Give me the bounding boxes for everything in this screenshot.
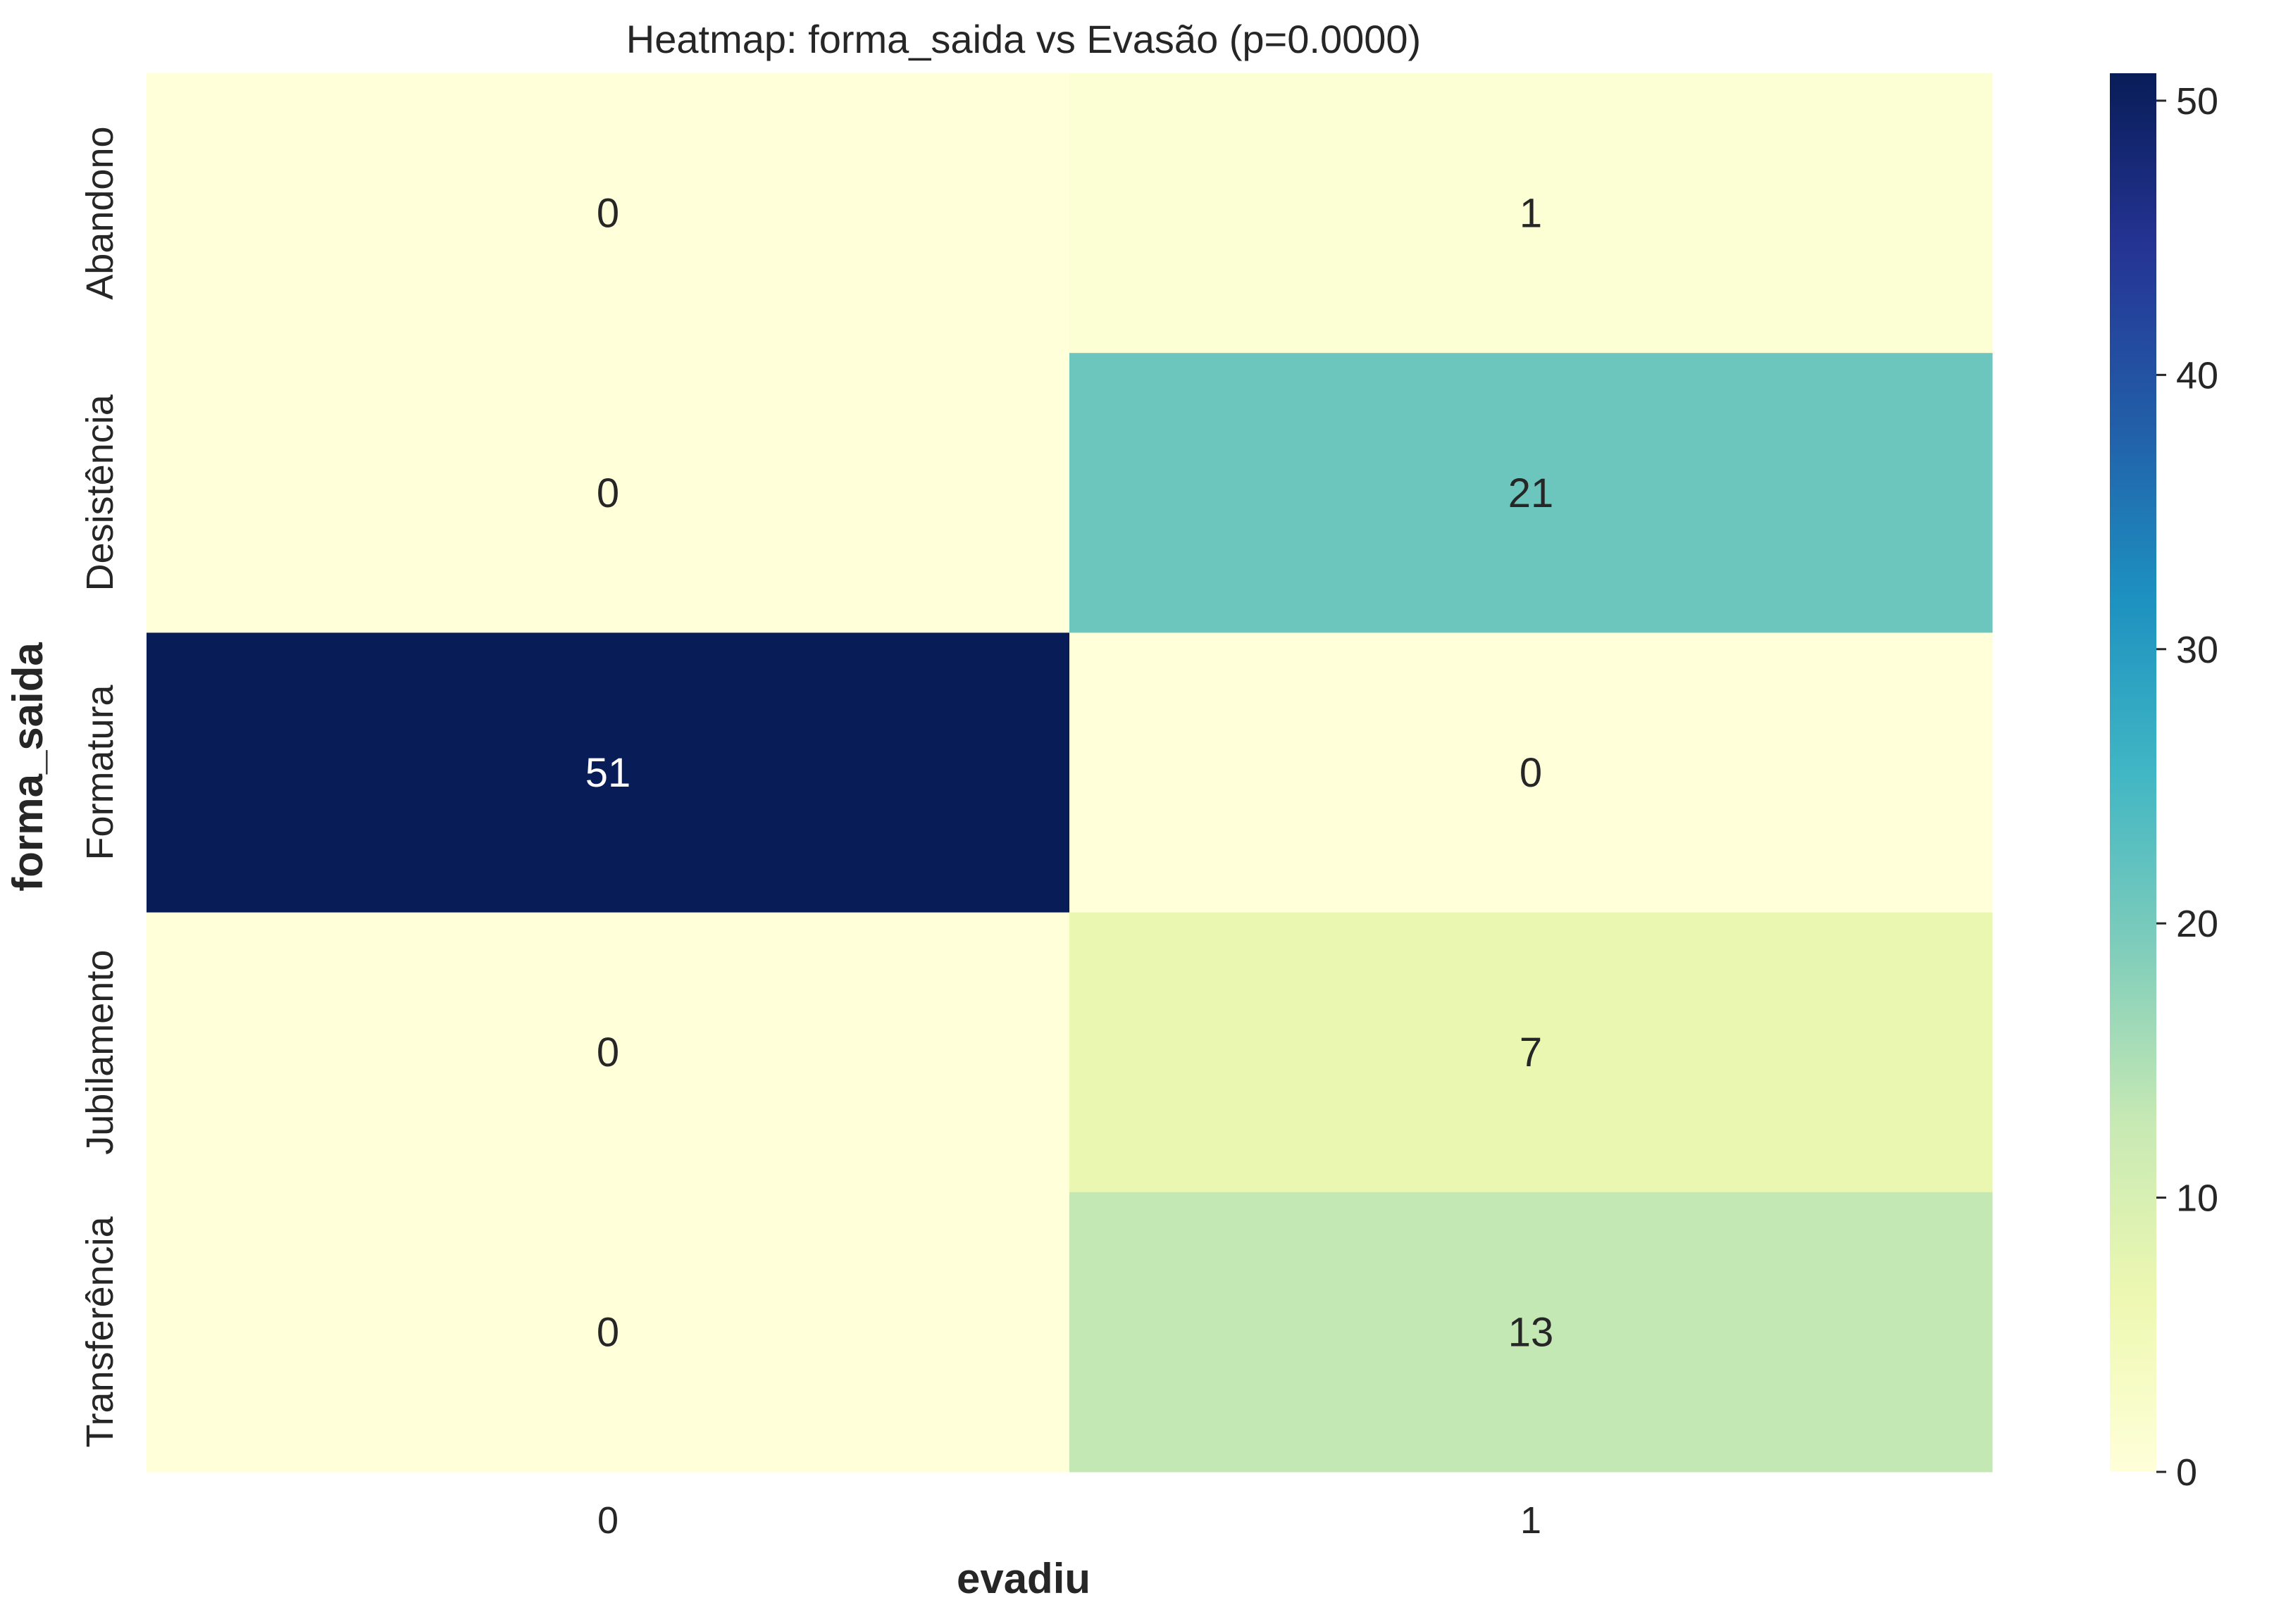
cell-label-4-1: 13 [1508,1309,1554,1355]
x-axis-label: evadiu [957,1555,1091,1602]
heatmap-cells [147,73,1993,1473]
colorbar-tick-label-2: 20 [2176,903,2218,945]
cell-label-0-0: 0 [597,191,619,237]
y-axis-label: forma_saida [4,642,51,892]
cell-label-2-0: 51 [585,750,631,796]
y-tick-label-1: Desistência [79,394,121,591]
heatmap-cell-4-1 [1069,1192,1993,1473]
y-axis-ticks: Abandono Desistência Formatura Jubilamento T… [79,126,121,1447]
colorbar-ticks: 0 10 20 30 40 50 [2156,80,2218,1494]
x-tick-label-0: 0 [597,1499,619,1542]
heatmap-cell-labels: 0 1 0 21 51 0 0 7 0 13 [585,191,1554,1356]
heatmap-cell-2-1 [1069,632,1993,913]
heatmap-cell-3-1 [1069,912,1993,1193]
heatmap-cell-1-1 [1069,353,1993,633]
heatmap-cell-2-0 [147,632,1070,913]
cell-label-3-0: 0 [597,1030,619,1075]
heatmap-cell-3-0 [147,912,1070,1193]
cell-label-3-1: 7 [1520,1030,1542,1075]
colorbar [2110,73,2156,1472]
heatmap-cell-0-1 [1069,73,1993,354]
x-tick-label-1: 1 [1520,1499,1541,1542]
y-tick-label-2: Formatura [79,685,121,861]
cell-label-4-0: 0 [597,1309,619,1355]
colorbar-tick-label-4: 40 [2176,354,2218,396]
y-tick-label-4: Transferência [79,1216,121,1447]
heatmap-cell-4-0 [147,1192,1070,1473]
colorbar-tick-label-3: 30 [2176,629,2218,671]
heatmap-cell-0-0 [147,73,1070,354]
colorbar-tick-label-5: 50 [2176,80,2218,123]
chart-title: Heatmap: forma_saida vs Evasão (p=0.0000… [626,17,1421,61]
colorbar-tick-label-1: 10 [2176,1178,2218,1220]
cell-label-1-0: 0 [597,470,619,516]
cell-label-2-1: 0 [1520,750,1542,796]
cell-label-0-1: 1 [1520,191,1542,237]
colorbar-tick-label-0: 0 [2176,1451,2197,1494]
y-tick-label-3: Jubilamento [79,950,121,1155]
heatmap-cell-1-0 [147,353,1070,633]
y-tick-label-0: Abandono [79,126,121,299]
cell-label-1-1: 21 [1508,470,1554,516]
